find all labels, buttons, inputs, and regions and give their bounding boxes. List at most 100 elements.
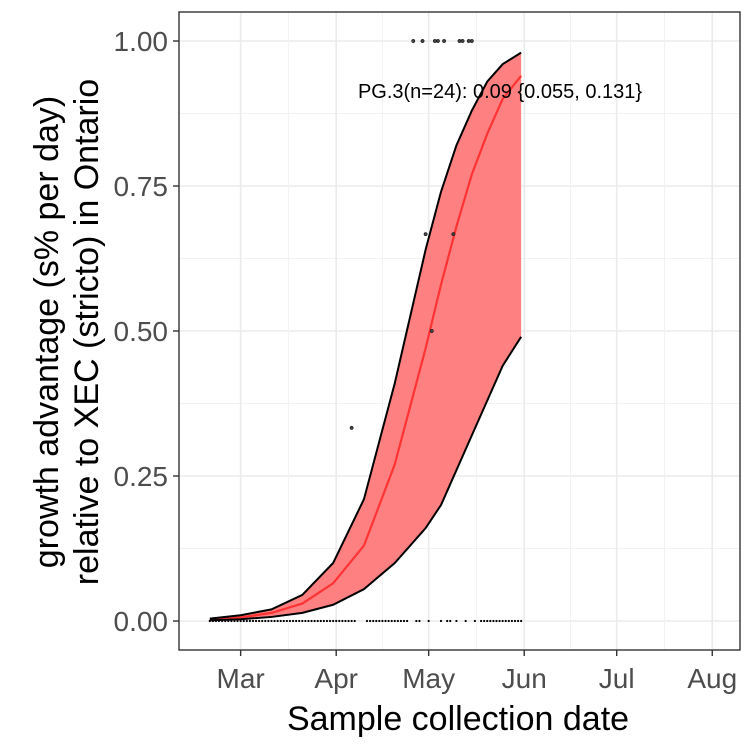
data-point bbox=[435, 39, 440, 43]
data-point-zero bbox=[489, 619, 492, 623]
data-point-zero bbox=[455, 619, 458, 623]
data-point-zero bbox=[264, 619, 267, 623]
data-point-zero bbox=[486, 619, 489, 623]
data-point-zero bbox=[214, 619, 218, 623]
data-point-zero bbox=[227, 619, 230, 623]
data-point-zero bbox=[335, 619, 338, 623]
data-point-zero bbox=[387, 619, 390, 623]
data-point-zero bbox=[375, 619, 378, 623]
data-point-zero bbox=[236, 619, 239, 623]
data-point-zero bbox=[251, 619, 255, 623]
data-point-zero bbox=[310, 619, 313, 623]
data-point-zero bbox=[270, 619, 273, 623]
data-point-zero bbox=[248, 619, 251, 623]
data-point bbox=[349, 425, 354, 430]
fit-annotation: PG.3(n=24): 0.09 {0.055, 0.131} bbox=[358, 81, 642, 103]
data-point-zero bbox=[483, 619, 486, 623]
data-point-zero bbox=[322, 619, 325, 623]
data-point-zero bbox=[316, 619, 319, 623]
data-point-zero bbox=[279, 619, 282, 623]
data-point-zero bbox=[230, 619, 233, 623]
data-point-zero bbox=[504, 619, 507, 623]
data-point-zero bbox=[520, 619, 523, 623]
y-tick-label: 0.75 bbox=[114, 171, 169, 202]
data-point-zero bbox=[378, 619, 381, 623]
data-point-zero bbox=[479, 619, 483, 623]
data-point-zero bbox=[347, 619, 350, 623]
data-point-zero bbox=[307, 619, 310, 623]
data-point-zero bbox=[393, 619, 396, 623]
data-point bbox=[423, 232, 428, 237]
data-point-zero bbox=[208, 619, 211, 623]
y-axis-title-line-1: growth advantage (s% per day) bbox=[28, 96, 66, 568]
data-point-zero bbox=[267, 619, 270, 623]
data-point-zero bbox=[217, 619, 221, 623]
data-point-zero bbox=[328, 619, 332, 623]
data-point-zero bbox=[439, 619, 443, 623]
fit-line bbox=[209, 75, 523, 621]
data-point-zero bbox=[495, 619, 498, 623]
x-tick-label: May bbox=[402, 663, 455, 694]
data-point-zero bbox=[390, 619, 393, 623]
data-point-zero bbox=[332, 619, 335, 623]
data-point bbox=[469, 39, 474, 43]
data-point-zero bbox=[498, 619, 501, 623]
data-point-zero bbox=[295, 619, 298, 623]
data-point-zero bbox=[350, 619, 353, 623]
y-tick-label: 0.25 bbox=[114, 461, 169, 492]
data-point-zero bbox=[221, 619, 224, 623]
data-point-zero bbox=[282, 619, 285, 623]
data-point-zero bbox=[501, 619, 504, 623]
data-point-zero bbox=[513, 619, 517, 623]
y-tick-label: 1.00 bbox=[114, 26, 169, 57]
data-point-zero bbox=[298, 619, 301, 623]
x-tick-label: Jul bbox=[599, 663, 635, 694]
data-point-zero bbox=[285, 619, 288, 623]
data-point-zero bbox=[301, 619, 304, 623]
data-point-zero bbox=[449, 619, 452, 623]
data-point-zero bbox=[464, 619, 467, 623]
points-layer bbox=[208, 39, 523, 623]
x-tick-label: Apr bbox=[314, 663, 358, 694]
data-point bbox=[460, 39, 465, 43]
lines-layer bbox=[209, 51, 523, 622]
data-point-zero bbox=[341, 619, 344, 623]
data-point-zero bbox=[402, 619, 406, 623]
x-tick-label: Jun bbox=[502, 663, 547, 694]
data-point-zero bbox=[254, 619, 258, 623]
data-point bbox=[451, 232, 456, 237]
data-point-zero bbox=[418, 619, 421, 623]
data-point-zero bbox=[510, 619, 514, 623]
data-point-zero bbox=[258, 619, 261, 623]
data-point-zero bbox=[224, 619, 227, 623]
data-point-zero bbox=[399, 619, 403, 623]
data-point-zero bbox=[365, 619, 369, 623]
data-point-zero bbox=[381, 619, 384, 623]
data-point bbox=[420, 39, 425, 43]
data-point-zero bbox=[245, 619, 248, 623]
data-point-zero bbox=[353, 619, 356, 623]
data-point-zero bbox=[427, 619, 430, 623]
data-point bbox=[411, 39, 416, 43]
data-point-zero bbox=[291, 619, 295, 623]
data-point-zero bbox=[446, 619, 449, 623]
axis-ticks: 0.00 0.25 0.50 0.75 1.00 Mar Apr May Jun Jul Aug bbox=[114, 26, 738, 694]
data-point-zero bbox=[276, 619, 279, 623]
confidence-ribbon-layer bbox=[209, 52, 522, 621]
data-point-zero bbox=[211, 619, 215, 623]
data-point-zero bbox=[369, 619, 372, 623]
y-tick-label: 0.50 bbox=[114, 316, 169, 347]
data-point-zero bbox=[242, 619, 245, 623]
upper-bound-line bbox=[209, 51, 522, 620]
data-point-zero bbox=[239, 619, 242, 623]
data-point-zero bbox=[405, 619, 409, 623]
data-point-zero bbox=[288, 619, 292, 623]
lower-bound-line bbox=[209, 336, 522, 622]
data-point-zero bbox=[261, 619, 264, 623]
data-point-zero bbox=[313, 619, 316, 623]
data-point-zero bbox=[396, 619, 399, 623]
x-axis-title: Sample collection date bbox=[287, 700, 629, 738]
data-point bbox=[429, 329, 434, 333]
